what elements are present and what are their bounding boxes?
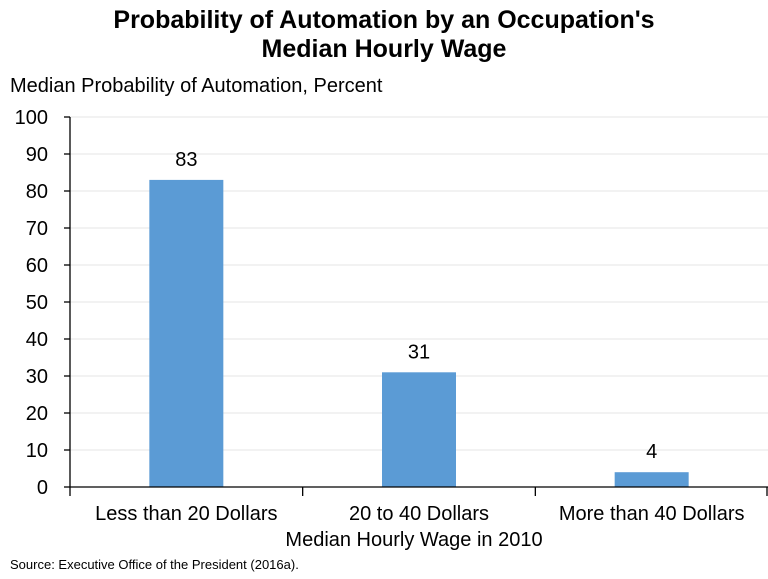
chart-title: Probability of Automation by an Occupati… bbox=[0, 6, 768, 64]
data-label: 83 bbox=[175, 149, 197, 171]
x-tick-label: Less than 20 Dollars bbox=[95, 503, 277, 525]
y-axis-label: Median Probability of Automation, Percen… bbox=[10, 75, 383, 97]
bar bbox=[614, 472, 689, 487]
bar bbox=[382, 372, 456, 487]
y-tick-label: 80 bbox=[26, 181, 48, 203]
y-tick-label: 30 bbox=[26, 366, 48, 388]
x-tick-label: 20 to 40 Dollars bbox=[349, 503, 489, 525]
data-label: 4 bbox=[646, 441, 657, 463]
y-tick-label: 20 bbox=[26, 403, 48, 425]
data-label: 31 bbox=[408, 341, 430, 363]
chart-title-line-1: Probability of Automation by an Occupati… bbox=[113, 6, 655, 34]
y-tick-label: 10 bbox=[26, 440, 48, 462]
y-tick-label: 100 bbox=[15, 107, 48, 129]
y-tick-label: 90 bbox=[26, 144, 48, 166]
x-tick-label: More than 40 Dollars bbox=[559, 503, 745, 525]
x-axis-label: Median Hourly Wage in 2010 bbox=[285, 529, 542, 551]
y-tick-label: 0 bbox=[37, 477, 48, 499]
y-tick-label: 40 bbox=[26, 329, 48, 351]
chart-title-line-2: Median Hourly Wage bbox=[261, 35, 507, 63]
source-note: Source: Executive Office of the Presiden… bbox=[10, 557, 299, 572]
y-tick-label: 50 bbox=[26, 292, 48, 314]
y-tick-label: 70 bbox=[26, 218, 48, 240]
y-tick-label: 60 bbox=[26, 255, 48, 277]
bar bbox=[149, 179, 224, 487]
